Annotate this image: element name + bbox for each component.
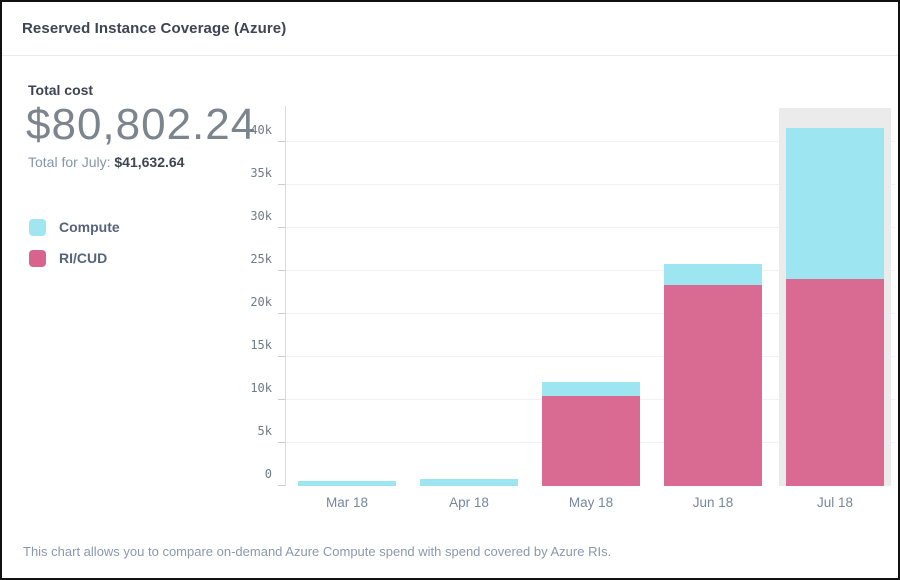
y-tick-label: 40k <box>250 123 272 138</box>
bar-segment-ri-cud <box>664 285 762 486</box>
page-title: Reserved Instance Coverage (Azure) <box>22 20 287 37</box>
chart-description: This chart allows you to compare on-dema… <box>23 544 612 559</box>
coverage-bar-chart: 0 5k 10k 15k 20k 25k 30k 35k 40k Mar 18 Apr 18 May … <box>250 106 896 510</box>
bar-slot-may-18 <box>530 106 652 486</box>
y-tick-mark <box>278 141 285 143</box>
legend-item-ri-cud[interactable]: RI/CUD <box>29 249 120 267</box>
stacked-bar-jul-18[interactable] <box>786 128 884 486</box>
y-tick-mark <box>278 442 285 444</box>
stacked-bar-may-18[interactable] <box>542 382 640 486</box>
y-tick-mark <box>278 270 285 272</box>
x-axis-label: May 18 <box>568 495 614 510</box>
legend-item-label: RI/CUD <box>59 250 108 266</box>
stacked-bar-apr-18[interactable] <box>420 479 518 486</box>
total-cost-value: $80,802.24 <box>26 100 257 149</box>
y-tick-label: 25k <box>250 252 272 267</box>
x-axis-label: Jul 18 <box>816 495 854 510</box>
y-gridline <box>286 313 895 315</box>
stacked-bar-jun-18[interactable] <box>664 264 762 486</box>
month-subtotal-prefix: Total for July: <box>28 154 115 170</box>
y-tick-mark <box>278 227 285 229</box>
legend-item-compute[interactable]: Compute <box>29 218 120 236</box>
x-axis-label: Jun 18 <box>692 495 734 510</box>
chart-legend: Compute RI/CUD <box>29 218 120 280</box>
bar-segment-compute <box>420 479 518 486</box>
bar-segment-ri-cud <box>542 395 640 486</box>
y-gridline <box>286 227 895 229</box>
y-tick-mark <box>278 313 285 315</box>
bar-segment-compute <box>542 382 640 396</box>
y-tick-label: 20k <box>250 295 272 310</box>
y-gridline <box>286 270 895 272</box>
y-tick-label: 35k <box>250 166 272 181</box>
ri-cud-swatch-icon <box>29 249 46 267</box>
y-tick-label: 5k <box>257 424 272 439</box>
month-subtotal-value: $41,632.64 <box>114 154 185 170</box>
bar-slot-jul-18 <box>774 106 896 486</box>
x-axis-label: Apr 18 <box>449 495 489 510</box>
legend-item-label: Compute <box>59 219 120 235</box>
bar-segment-compute <box>664 264 762 286</box>
compute-swatch-icon <box>29 218 46 236</box>
y-tick-mark <box>278 184 285 186</box>
y-tick-mark <box>278 399 285 401</box>
bar-segment-compute <box>298 481 396 486</box>
y-tick-mark <box>278 356 285 358</box>
y-tick-label: 10k <box>250 381 272 396</box>
x-axis-label: Mar 18 <box>325 495 369 510</box>
widget-header: Reserved Instance Coverage (Azure) <box>2 2 898 56</box>
bar-slot-jun-18 <box>652 106 774 486</box>
bar-segment-compute <box>786 128 884 279</box>
y-gridline <box>286 141 895 143</box>
bar-slot-apr-18 <box>408 106 530 486</box>
y-gridline <box>286 356 895 358</box>
bar-segment-ri-cud <box>786 278 884 486</box>
month-subtotal: Total for July: $41,632.64 <box>28 154 184 170</box>
total-cost-label: Total cost <box>28 82 94 98</box>
bar-slot-mar-18 <box>286 106 408 486</box>
y-tick-label: 30k <box>250 209 272 224</box>
y-tick-mark <box>278 485 285 486</box>
stacked-bar-mar-18[interactable] <box>298 481 396 486</box>
y-gridline <box>286 184 895 186</box>
y-tick-label: 0 <box>264 467 272 481</box>
y-tick-label: 15k <box>250 338 272 353</box>
